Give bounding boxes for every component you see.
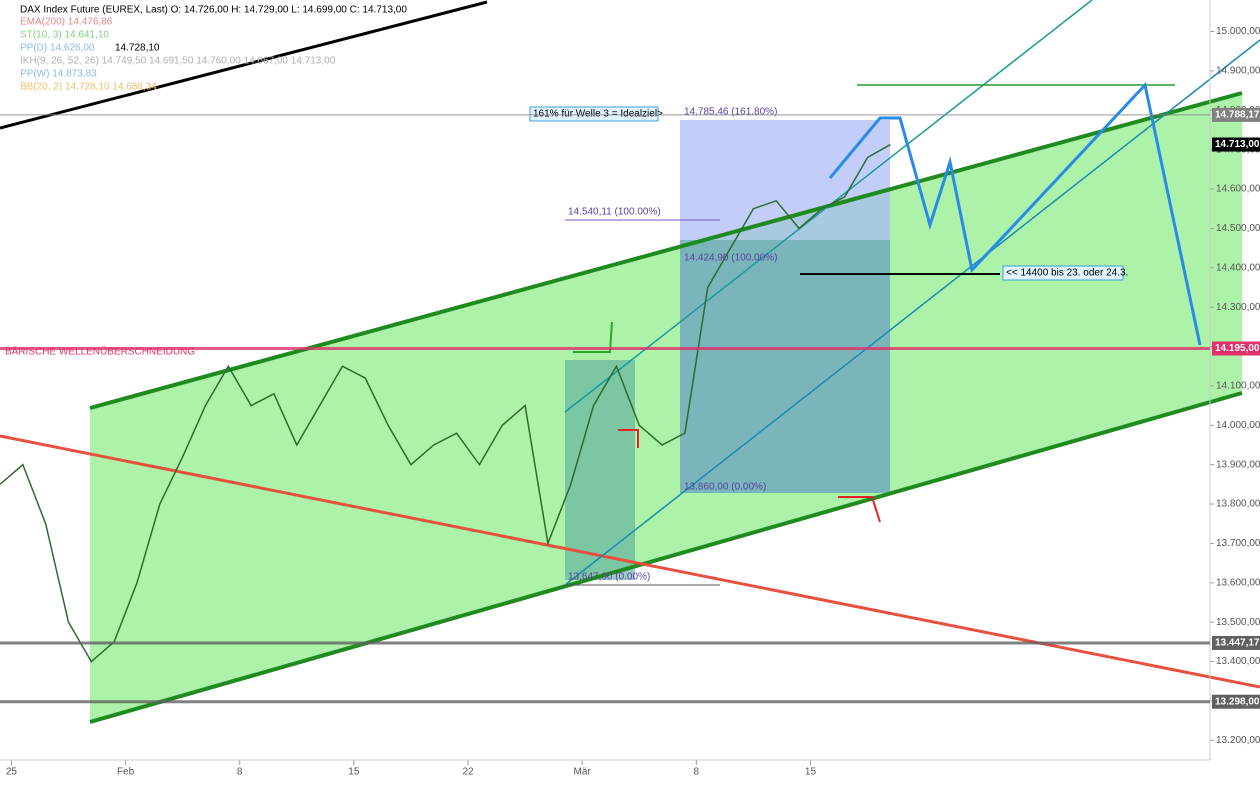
channel-bottom — [89, 391, 1243, 724]
y-tick-label: 13.400,00 — [1216, 656, 1260, 667]
fib-box — [680, 240, 890, 493]
price-tag-label: 14.713,00 — [1215, 139, 1260, 150]
label-box — [1002, 265, 1124, 281]
x-tick-label: Mär — [574, 767, 592, 778]
x-tick-label: Feb — [117, 767, 135, 778]
price-tag-label: 14.195,00 — [1215, 343, 1260, 354]
legend-entry: ST(10, 3) 14.641,10 — [20, 30, 109, 41]
y-tick-label: 14.900,00 — [1216, 66, 1260, 77]
price-tag — [1212, 635, 1260, 650]
price-tag — [1212, 107, 1260, 122]
y-tick-label: 14.100,00 — [1216, 381, 1260, 392]
y-tick-label: 14.500,00 — [1216, 223, 1260, 234]
x-tick-label: 8 — [237, 767, 243, 778]
x-tick-label: 22 — [462, 767, 474, 778]
annotation: 14.728,10 — [115, 43, 160, 54]
price-tag — [1212, 694, 1260, 709]
y-tick-label: 13.900,00 — [1216, 459, 1260, 470]
legend-entry: PP(D) 14.626,00 — [20, 43, 95, 54]
channel-top — [89, 91, 1243, 410]
price-tag-label: 13.298,00 — [1215, 696, 1260, 707]
y-tick-label: 14.400,00 — [1216, 262, 1260, 273]
price-tag-label: 14.788,17 — [1215, 110, 1260, 121]
y-tick-label: 14.600,00 — [1216, 184, 1260, 195]
legend-entry: EMA(200) 14.476,86 — [20, 17, 113, 28]
fib-label: 13.647,00 (0.00%) — [568, 572, 650, 583]
fib-box — [565, 360, 635, 580]
y-tick-label: 13.800,00 — [1216, 499, 1260, 510]
fib-label: 14.785,46 (161.80%) — [684, 107, 777, 118]
annotation: 161% für Welle 3 = Idealziel> — [533, 109, 663, 120]
trend-black — [0, 0, 488, 130]
y-tick-label: 13.700,00 — [1216, 538, 1260, 549]
x-tick-label: 25 — [6, 767, 18, 778]
fib-label: 14.540,11 (100.00%) — [568, 207, 661, 218]
y-tick-label: 13.600,00 — [1216, 577, 1260, 588]
x-tick-label: 15 — [348, 767, 360, 778]
y-tick-label: 14.000,00 — [1216, 420, 1260, 431]
price-tag — [1212, 341, 1260, 356]
price-tag-label: 13.447,17 — [1215, 638, 1260, 649]
legend-entry: IKH(9, 26, 52, 26) 14.749,50 14.691,50 1… — [20, 56, 336, 67]
trend-teal — [564, 39, 1260, 586]
y-tick-label: 13.200,00 — [1216, 735, 1260, 746]
trend-red — [0, 434, 1260, 689]
label-box — [529, 106, 659, 122]
y-tick-label: 14.300,00 — [1216, 302, 1260, 313]
x-tick-label: 15 — [805, 767, 817, 778]
channel — [90, 93, 1242, 722]
forecast-path — [828, 81, 1202, 346]
arrow-down — [618, 429, 639, 448]
price-tag — [1212, 137, 1260, 152]
annotation: << 14400 bis 23. oder 24.3. — [1006, 268, 1128, 279]
arrow-down — [838, 496, 881, 523]
legend-entry: PP(W) 14.873,83 — [20, 69, 97, 80]
y-tick-label: 13.500,00 — [1216, 617, 1260, 628]
arrow-up — [573, 321, 613, 353]
fib-label: 13.860,00 (0.00%) — [684, 482, 766, 493]
y-tick-label: 15.000,00 — [1216, 26, 1260, 37]
x-tick-label: 8 — [694, 767, 700, 778]
chart-title: DAX Index Future (EUREX, Last) O: 14.726… — [20, 5, 407, 16]
fib-label: 14.424,90 (100.00%) — [684, 253, 777, 264]
legend-entry: BB(20, 2) 14.728,10 14.688,34 — [20, 82, 157, 93]
price-line — [0, 143, 891, 663]
